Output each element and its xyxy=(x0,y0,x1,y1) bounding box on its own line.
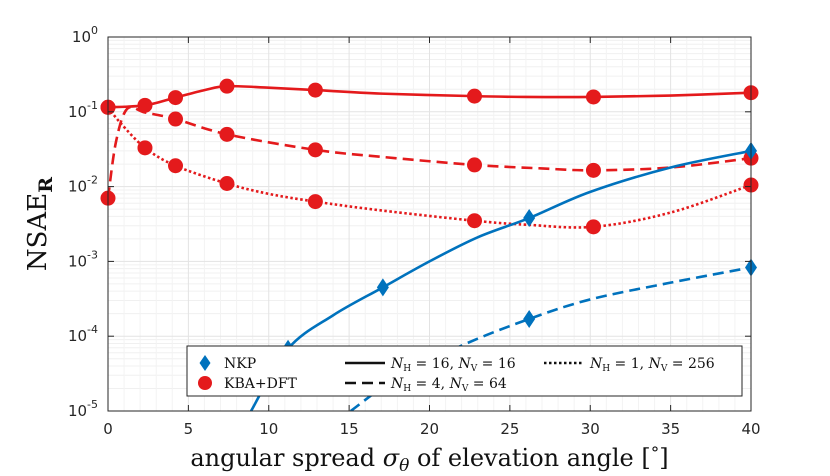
x-tick-label: 30 xyxy=(581,420,600,438)
legend-nh-value: 1 xyxy=(631,356,640,372)
x-axis-title: angular spread σθ of elevation angle [°] xyxy=(190,444,668,476)
y-tick-label: 10-5 xyxy=(68,398,98,420)
legend-separator: , xyxy=(441,376,450,392)
legend-label: NKP xyxy=(224,356,256,372)
data-point xyxy=(585,219,601,235)
x-axis-title-degree: ° xyxy=(651,444,660,464)
ticks xyxy=(107,36,752,412)
legend-separator: , xyxy=(450,356,459,372)
legend-symbol-n: N xyxy=(648,356,662,372)
data-point xyxy=(168,111,184,127)
data-point xyxy=(307,82,323,98)
data-point xyxy=(523,309,536,328)
y-tick-exponent: -2 xyxy=(87,174,98,187)
y-axis-title-subscript: R xyxy=(35,177,57,193)
data-point xyxy=(168,158,184,174)
legend-subscript: V xyxy=(470,364,478,374)
x-tick-label: 35 xyxy=(661,420,680,438)
legend-nv-value: 64 xyxy=(489,376,507,392)
y-tick-exponent: -5 xyxy=(87,398,98,411)
legend-nv-value: 16 xyxy=(498,356,516,372)
x-axis-title-text: angular spread xyxy=(190,444,382,472)
data-point xyxy=(307,142,323,158)
y-tick-label: 10-2 xyxy=(68,174,98,196)
data-point xyxy=(137,97,153,113)
x-tick-label: 40 xyxy=(741,420,760,438)
y-axis-title-base: NSAE xyxy=(23,193,53,271)
x-axis-title-theta: θ xyxy=(399,456,409,476)
legend-equals: = xyxy=(411,356,432,372)
legend-box xyxy=(186,345,743,397)
data-point xyxy=(467,157,483,173)
legend-line-label: NH = 16, NV = 16 xyxy=(390,356,516,374)
data-point xyxy=(219,126,235,142)
data-point xyxy=(219,78,235,94)
legend-subscript: H xyxy=(403,364,411,374)
legend-equals: = xyxy=(667,356,688,372)
x-tick-label: 5 xyxy=(184,420,194,438)
y-tick-label: 10-1 xyxy=(68,99,98,121)
y-tick-label: 100 xyxy=(72,24,98,46)
legend-marker-circle xyxy=(198,376,212,390)
legend-nh-value: 4 xyxy=(432,376,441,392)
data-point xyxy=(307,194,323,210)
legend-equals: = xyxy=(610,356,631,372)
legend-subscript: H xyxy=(602,364,610,374)
legend-nh-value: 16 xyxy=(432,356,450,372)
y-tick-exponent: 0 xyxy=(91,24,98,37)
y-tick-exponent: -3 xyxy=(87,248,98,261)
legend-equals: = xyxy=(477,356,498,372)
legend-symbol-n: N xyxy=(449,376,463,392)
y-tick-base: 10 xyxy=(68,178,87,196)
x-axis-title-text: of elevation angle [ xyxy=(409,444,650,472)
data-point xyxy=(168,90,184,106)
y-tick-base: 10 xyxy=(72,28,91,46)
legend-subscript: H xyxy=(403,384,411,394)
legend-symbol-n: N xyxy=(390,356,404,372)
legend-equals: = xyxy=(411,376,432,392)
y-tick-base: 10 xyxy=(68,103,87,121)
x-tick-label: 15 xyxy=(340,420,359,438)
y-tick-base: 10 xyxy=(68,252,87,270)
x-tick-label: 20 xyxy=(420,420,439,438)
data-point xyxy=(523,209,536,228)
data-point xyxy=(376,278,389,297)
y-tick-base: 10 xyxy=(68,327,87,345)
legend-symbol-n: N xyxy=(390,376,404,392)
legend-symbol-n: N xyxy=(589,356,603,372)
y-tick-exponent: -1 xyxy=(87,99,98,112)
y-tick-exponent: -4 xyxy=(87,323,98,336)
data-point xyxy=(219,176,235,192)
legend-subscript: V xyxy=(461,384,469,394)
legend-symbol-n: N xyxy=(457,356,471,372)
y-tick-label: 10-3 xyxy=(68,248,98,270)
legend-equals: = xyxy=(468,376,489,392)
x-tick-label: 0 xyxy=(103,420,113,438)
data-point xyxy=(585,89,601,105)
x-tick-label: 10 xyxy=(259,420,278,438)
plot-area: 0 5 10 15 20 25 30 35 4010-510-410-310-210-1100a… xyxy=(23,24,761,476)
data-point xyxy=(585,162,601,178)
legend-label: KBA+DFT xyxy=(224,376,298,392)
data-point xyxy=(467,88,483,104)
legend-line-label: NH = 1, NV = 256 xyxy=(589,356,715,374)
x-axis-title-bracket: ] xyxy=(659,444,668,472)
x-tick-label: 25 xyxy=(500,420,519,438)
y-tick-label: 10-4 xyxy=(68,323,98,345)
legend-line-label: NH = 4, NV = 64 xyxy=(390,376,507,394)
legend-nv-value: 256 xyxy=(688,356,715,372)
legend-separator: , xyxy=(640,356,649,372)
x-axis-title-sigma: σ xyxy=(383,444,400,472)
data-point xyxy=(467,213,483,229)
data-point xyxy=(137,140,153,156)
legend-marker-diamond xyxy=(199,355,211,371)
series-line-3 xyxy=(249,149,751,411)
legend-subscript: V xyxy=(660,364,668,374)
y-tick-base: 10 xyxy=(68,402,87,420)
y-axis-title: NSAER xyxy=(23,177,57,271)
